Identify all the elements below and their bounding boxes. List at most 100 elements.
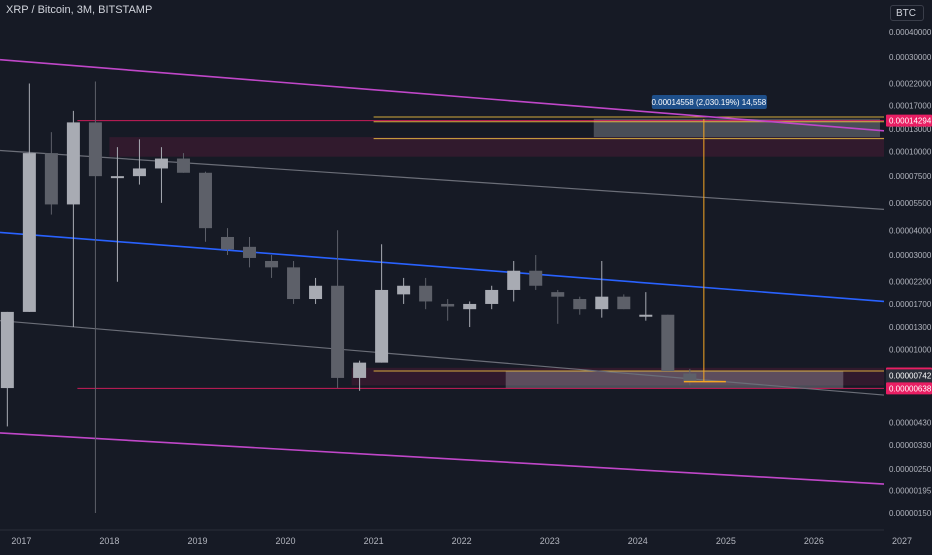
candle-body [353, 362, 367, 378]
price-tick-label: 0.00001700 [889, 300, 932, 309]
price-badge [886, 114, 932, 127]
price-tick-label: 0.00000250 [889, 465, 932, 474]
currency-button[interactable]: BTC [890, 5, 924, 21]
price-tick-label: 0.00002200 [889, 278, 932, 287]
candle-body [375, 289, 389, 363]
time-tick-label: 2018 [99, 536, 119, 546]
price-tick-label: 0.00017000 [889, 102, 932, 111]
candle [243, 236, 257, 268]
candle-body [44, 153, 58, 205]
price-tick-label: 0.00010000 [889, 147, 932, 156]
price-badge-label: 0.00000742 [889, 371, 932, 380]
zone-box [593, 118, 880, 138]
time-tick-label: 2023 [540, 536, 560, 546]
candle [573, 296, 587, 315]
candle [22, 83, 36, 312]
zone-box [109, 137, 884, 157]
candle [66, 110, 80, 328]
price-tick-label: 0.00004000 [889, 226, 932, 235]
candle [485, 285, 499, 310]
candle [154, 147, 168, 203]
candle [419, 277, 433, 310]
price-tick-label: 0.00000330 [889, 441, 932, 450]
candle [529, 255, 543, 290]
price-tick-label: 0.00013000 [889, 125, 932, 134]
candle [88, 81, 102, 513]
price-tick-label: 0.00030000 [889, 53, 932, 62]
candle-body [617, 296, 631, 310]
price-tick-label: 0.00022000 [889, 79, 932, 88]
price-tick-label: 0.00005500 [889, 199, 932, 208]
candle-body [595, 296, 609, 310]
candle-body [176, 158, 190, 173]
candle [639, 292, 653, 321]
trendline [0, 231, 885, 303]
trendline [0, 149, 885, 210]
candle [661, 314, 675, 372]
candle-body [661, 314, 675, 372]
candle-body [0, 311, 14, 389]
time-tick-label: 2024 [628, 536, 648, 546]
candle-body [88, 122, 102, 177]
candle-body [551, 292, 565, 297]
candle [309, 277, 323, 304]
candle-body [529, 270, 543, 286]
candle-body [441, 303, 455, 307]
candle-body [110, 176, 124, 179]
price-tick-label: 0.00003000 [889, 251, 932, 260]
candle-body [463, 303, 477, 310]
price-axis-panel [884, 0, 932, 550]
time-tick-label: 2017 [11, 536, 31, 546]
candle-body [221, 236, 234, 250]
candle [265, 255, 279, 278]
time-tick-label: 2019 [187, 536, 207, 546]
candle [353, 360, 367, 391]
candle-body [397, 285, 411, 295]
candle [198, 171, 212, 242]
candle [507, 260, 521, 302]
price-tick-label: 0.00000195 [889, 486, 932, 495]
candle [441, 299, 455, 321]
candle-body [485, 289, 499, 304]
candle [397, 277, 411, 304]
candle-body [154, 158, 168, 169]
candle [375, 244, 389, 363]
candle-body [573, 299, 587, 310]
candle-body [22, 153, 36, 312]
candle-body [331, 285, 345, 378]
candle-body [265, 260, 279, 268]
candle-body [66, 122, 80, 205]
candle-body [243, 246, 257, 258]
time-tick-label: 2022 [452, 536, 472, 546]
price-tick-label: 0.00001000 [889, 346, 932, 355]
candle [176, 153, 190, 173]
candle-body [132, 168, 146, 177]
time-tick-label: 2025 [716, 536, 736, 546]
candle [132, 139, 146, 185]
price-badge-label: 0.00014294 [889, 117, 932, 126]
price-tick-label: 0.00040000 [889, 28, 932, 37]
candle [287, 260, 301, 304]
candle [44, 132, 58, 215]
candle [595, 260, 609, 318]
price-tick-label: 0.00007500 [889, 172, 932, 181]
candle-body [287, 267, 301, 300]
price-tick-label: 0.00000430 [889, 418, 932, 427]
measure-tooltip-box [651, 95, 767, 110]
price-badge [886, 382, 932, 395]
candle-body [683, 373, 697, 382]
trendline [0, 320, 885, 396]
time-tick-label: 2027 [892, 536, 912, 546]
candle-body [639, 314, 653, 317]
time-tick-label: 2026 [804, 536, 824, 546]
candle [683, 368, 697, 386]
candle [221, 228, 234, 256]
price-tick-label: 0.00000150 [889, 509, 932, 518]
candle [551, 289, 565, 324]
time-tick-label: 2020 [276, 536, 296, 546]
price-badge-label: 0.00000638 [889, 384, 932, 393]
trendline [0, 432, 885, 485]
